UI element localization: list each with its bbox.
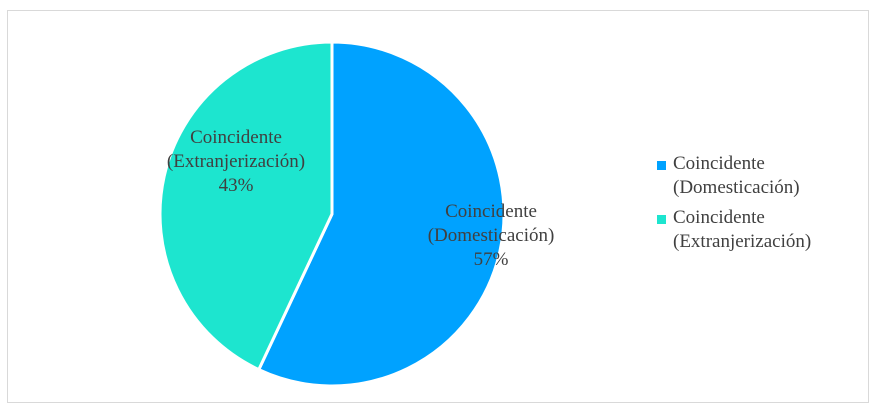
pie-data-labels: Coincidente (Domesticación) 57%Coincidente…: [167, 127, 554, 270]
legend: Coincidente (Domesticación) Coincidente …: [655, 152, 870, 260]
legend-swatch-domesticacion: [657, 161, 666, 170]
pie-slice-1: [158, 40, 334, 372]
legend-label-line1: Coincidente: [673, 153, 765, 174]
data-label-line: (Extranjerización): [167, 151, 305, 172]
pie-slices: [158, 40, 506, 388]
data-label-line: Coincidente: [190, 127, 282, 148]
data-label-line: (Domesticación): [428, 225, 555, 246]
data-label-line: Coincidente: [445, 201, 537, 222]
legend-label-line2: (Domesticación): [673, 177, 800, 198]
pie-slice-0: [256, 40, 506, 388]
legend-label-line2: (Extranjerización): [673, 231, 812, 252]
legend-item-extranjerizacion: Coincidente (Extranjerización): [655, 206, 870, 254]
data-label-line: 57%: [474, 249, 509, 270]
data-label-0: Coincidente (Domesticación) 57%: [428, 201, 555, 270]
data-label-line: 43%: [219, 175, 254, 196]
data-label-1: Coincidente (Extranjerización) 43%: [167, 127, 305, 196]
legend-label-line1: Coincidente: [673, 207, 765, 228]
legend-item-domesticacion: Coincidente (Domesticación): [655, 152, 870, 200]
legend-swatch-extranjerizacion: [657, 215, 666, 224]
